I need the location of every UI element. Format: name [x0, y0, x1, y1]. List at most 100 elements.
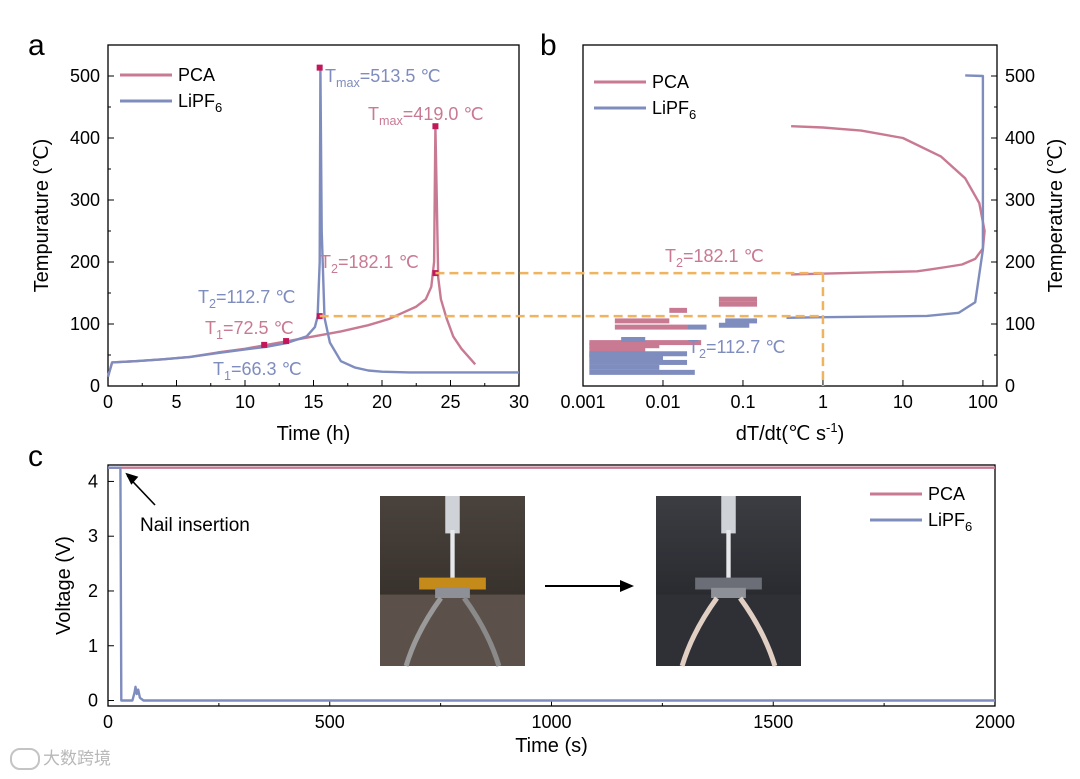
panel-c-xtick-label: 1000: [531, 712, 571, 732]
photo-after-battery: [695, 577, 762, 590]
panel-c-xtick-label: 500: [315, 712, 345, 732]
photo-after: [656, 496, 801, 667]
panel-b-ylabel: Temperature (℃): [1045, 139, 1067, 293]
panel-b-lipf6-step-1: [589, 359, 688, 365]
panel-a-xtick-label: 20: [372, 392, 392, 412]
panel-a-annot-tmax-lipf6-sub: max: [336, 76, 360, 90]
panel-b-xtick-label: 0.01: [645, 392, 680, 412]
panel-b-annot-t2-lipf6: T2=112.7 ℃: [688, 337, 785, 361]
panel-a-ylabel: Tempurature (℃): [31, 139, 53, 293]
panel-c-legend-label-1: LiPF6: [928, 510, 972, 534]
panel-b-annot-t2-lipf6-rest: =112.7 ℃: [706, 337, 785, 357]
panel-b-annot-t2-lipf6-base: T: [688, 337, 699, 357]
panel-b-legend-label-0: PCA: [652, 72, 689, 92]
panel-a-annot-t1-lipf6-sub: 1: [224, 369, 231, 383]
photo-before-wire-left: [403, 596, 443, 667]
panel-b-pca-step-1: [589, 347, 646, 353]
panel-a-marker-1: [432, 123, 439, 130]
panel-a-ytick-label: 500: [70, 66, 100, 86]
panel-b-annot-t2-pca: T2=182.1 ℃: [665, 246, 764, 270]
panel-a-annot-t1-lipf6: T1=66.3 ℃: [213, 359, 302, 383]
panel-c-ylabel: Voltage (V): [53, 536, 75, 635]
panel-b-xlabel-end: ): [838, 423, 845, 445]
panel-b-series-PCA: [791, 125, 986, 276]
photo-before-wire-right: [462, 596, 502, 667]
panel-b: b 0.001 0.01 0.1 1 10 100 0 100 200 300 400 500 dT/dt…: [540, 29, 1067, 445]
panel-a-annot-t1-pca: T1=72.5 ℃: [205, 318, 294, 342]
panel-b-lipf6-step-4: [621, 337, 646, 342]
panel-b-lipf6-step-8: [589, 351, 688, 357]
panel-b-ytick-label: 500: [1005, 66, 1035, 86]
panel-a-legend-label-1: LiPF6: [178, 91, 222, 115]
panel-c-annot-text: Nail insertion: [140, 515, 250, 536]
panel-b-letter: b: [540, 29, 557, 62]
panel-b-xlabel-sup: -1: [826, 420, 838, 435]
panel-c-legend-label-text: PCA: [928, 484, 965, 504]
panel-b-ytick-label: 100: [1005, 314, 1035, 334]
panel-a-xtick-label: 10: [235, 392, 255, 412]
panel-a-annot-t2-lipf6: T2=112.7 ℃: [198, 287, 295, 311]
panel-c-ytick-label: 4: [88, 471, 98, 491]
panel-b-xtick-label: 1: [818, 392, 828, 412]
panel-a-annot-t2-lipf6-base: T: [198, 287, 209, 307]
watermark-text: 大数跨境: [43, 749, 111, 769]
panel-c-ytick-label: 1: [88, 636, 98, 656]
panel-a-annot-tmax-pca-base: T: [368, 104, 379, 124]
panel-a-xlabel: Time (h): [277, 423, 351, 445]
photo-after-wire-right: [738, 596, 778, 667]
panel-a-annot-t2-pca: T2=182.1 ℃: [320, 252, 419, 276]
watermark-logo-icon: [10, 748, 40, 770]
panel-a-annot-t1-pca-rest: =72.5 ℃: [223, 318, 294, 338]
panel-a-ytick-label: 100: [70, 314, 100, 334]
panel-b-annot-t2-lipf6-sub: 2: [699, 347, 706, 361]
panel-a-annot-t2-pca-base: T: [320, 252, 331, 272]
panel-b-legend-label-text: LiPF: [652, 98, 689, 118]
panel-a-annot-t2-pca-sub: 2: [331, 262, 338, 276]
photo-before-nail: [450, 530, 455, 581]
panel-a-annot-tmax-lipf6: Tmax=513.5 ℃: [325, 66, 441, 90]
panel-a-marker-5: [261, 341, 268, 348]
panel-a-ytick-label: 300: [70, 190, 100, 210]
panel-c-ytick-label: 2: [88, 581, 98, 601]
photo-after-clamp: [711, 587, 746, 598]
panel-b-ytick-label: 400: [1005, 128, 1035, 148]
panel-c-legend-label-0: PCA: [928, 484, 965, 504]
panel-b-xlabel: dT/dt(℃ s-1): [736, 420, 845, 445]
panel-b-pca-step-5: [669, 307, 688, 313]
panel-a-xtick-label: 25: [440, 392, 460, 412]
panel-a-xtick-label: 0: [103, 392, 113, 412]
panel-b-lipf6-step-3: [589, 369, 695, 375]
photo-arrowhead: [620, 580, 634, 592]
panel-a-annot-t2-lipf6-sub: 2: [209, 297, 216, 311]
panel-b-lipf6-step-6: [725, 318, 758, 324]
panel-b-legend-label-text: PCA: [652, 72, 689, 92]
panel-a-marker-0: [316, 64, 323, 71]
panel-a-legend-label-text: LiPF: [178, 91, 215, 111]
panel-c-xlabel: Time (s): [515, 735, 588, 757]
panel-b-series-LiPF6: [786, 74, 985, 319]
panel-b-ytick-label: 300: [1005, 190, 1035, 210]
panel-c-series-LiPF6: [108, 466, 995, 702]
panel-c-xtick-label: 0: [103, 712, 113, 732]
panel-b-xtick-label: 0.1: [730, 392, 755, 412]
panel-c-xtick-label: 1500: [753, 712, 793, 732]
panel-a-annot-t1-lipf6-base: T: [213, 359, 224, 379]
panel-a-annot-tmax-pca-sub: max: [379, 114, 403, 128]
panel-b-xtick-label: 100: [968, 392, 998, 412]
panel-a-legend-label-0: PCA: [178, 65, 215, 85]
photo-after-nail-holder: [721, 496, 736, 534]
panel-b-pca-step-0: [589, 343, 660, 349]
panel-a-xtick-label: 5: [171, 392, 181, 412]
panel-a-annot-t1-pca-base: T: [205, 318, 216, 338]
photo-before: [380, 496, 525, 667]
panel-b-legend-label-1: LiPF6: [652, 98, 696, 122]
panel-c-xtick-label: 2000: [975, 712, 1015, 732]
panel-a-letter: a: [28, 29, 45, 62]
panel-a-ytick-label: 0: [90, 376, 100, 396]
panel-a-ytick-label: 400: [70, 128, 100, 148]
panel-b-ytick-label: 0: [1005, 376, 1015, 396]
panel-b-lipf6-step-5: [687, 324, 707, 330]
panel-b-xtick-label: 10: [893, 392, 913, 412]
